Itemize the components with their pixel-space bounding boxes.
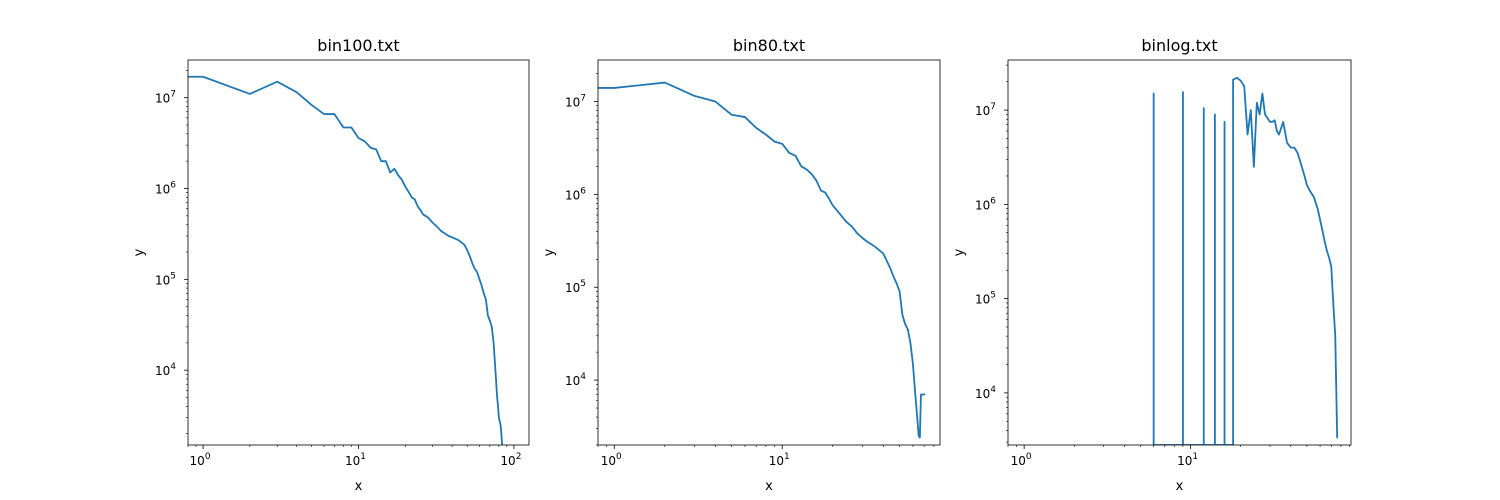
tick-base: 10	[565, 374, 580, 388]
x-tick-label: 102	[500, 452, 521, 468]
tick-exponent: 5	[580, 279, 586, 289]
tick-base: 10	[975, 104, 990, 118]
tick-base: 10	[155, 183, 170, 197]
y-axis-label: y	[542, 248, 557, 256]
y-tick-label: 106	[155, 181, 176, 197]
plot-frame	[1007, 59, 1352, 446]
x-tick-label: 100	[190, 452, 211, 468]
tick-exponent: 0	[205, 452, 211, 462]
y-tick-label: 107	[565, 94, 586, 110]
series-line	[188, 75, 504, 445]
x-tick-label: 101	[769, 452, 790, 468]
tick-base: 10	[155, 273, 170, 287]
x-axis-label: x	[765, 479, 773, 494]
y-tick-label: 105	[975, 291, 996, 307]
chart-title: bin100.txt	[317, 36, 399, 55]
tick-base: 10	[565, 281, 580, 295]
tick-exponent: 4	[580, 372, 586, 382]
tick-exponent: 2	[516, 452, 522, 462]
tick-base: 10	[190, 454, 205, 468]
tick-exponent: 7	[580, 94, 586, 104]
tick-exponent: 5	[170, 271, 176, 281]
chart-title: bin80.txt	[733, 36, 805, 55]
y-axis-label: y	[952, 248, 967, 256]
chart-title: binlog.txt	[1141, 36, 1217, 55]
tick-base: 10	[565, 96, 580, 110]
tick-base: 10	[500, 454, 515, 468]
tick-exponent: 6	[580, 186, 586, 196]
tick-base: 10	[155, 92, 170, 106]
tick-exponent: 1	[784, 452, 790, 462]
x-tick-label: 100	[1011, 452, 1032, 468]
tick-exponent: 4	[990, 385, 996, 395]
y-tick-label: 104	[975, 385, 996, 401]
tick-base: 10	[155, 364, 170, 378]
tick-exponent: 4	[170, 362, 176, 372]
tick-exponent: 1	[360, 452, 366, 462]
tick-base: 10	[975, 387, 990, 401]
tick-exponent: 6	[170, 181, 176, 191]
plot-frame	[597, 59, 941, 446]
tick-exponent: 7	[990, 102, 996, 112]
plot-frame	[187, 59, 530, 446]
tick-exponent: 0	[616, 452, 622, 462]
tick-exponent: 1	[1192, 452, 1198, 462]
tick-exponent: 6	[990, 196, 996, 206]
y-tick-label: 107	[155, 90, 176, 106]
y-tick-label: 106	[975, 196, 996, 212]
x-tick-label: 101	[345, 452, 366, 468]
tick-base: 10	[601, 454, 616, 468]
y-tick-label: 105	[565, 279, 586, 295]
x-tick-label: 101	[1177, 452, 1198, 468]
series-line	[598, 81, 926, 439]
tick-base: 10	[975, 198, 990, 212]
tick-base: 10	[1011, 454, 1026, 468]
y-tick-label: 105	[155, 271, 176, 287]
y-axis-label: y	[132, 248, 147, 256]
tick-exponent: 7	[170, 90, 176, 100]
x-axis-label: x	[355, 479, 363, 494]
series-line	[1152, 76, 1339, 445]
y-tick-label: 107	[975, 102, 996, 118]
tick-base: 10	[1177, 454, 1192, 468]
tick-base: 10	[565, 188, 580, 202]
tick-base: 10	[345, 454, 360, 468]
x-tick-label: 100	[601, 452, 622, 468]
tick-base: 10	[769, 454, 784, 468]
tick-base: 10	[975, 293, 990, 307]
tick-exponent: 5	[990, 291, 996, 301]
y-tick-label: 106	[565, 186, 586, 202]
x-axis-label: x	[1176, 479, 1184, 494]
y-tick-label: 104	[155, 362, 176, 378]
y-tick-label: 104	[565, 372, 586, 388]
tick-exponent: 0	[1026, 452, 1032, 462]
